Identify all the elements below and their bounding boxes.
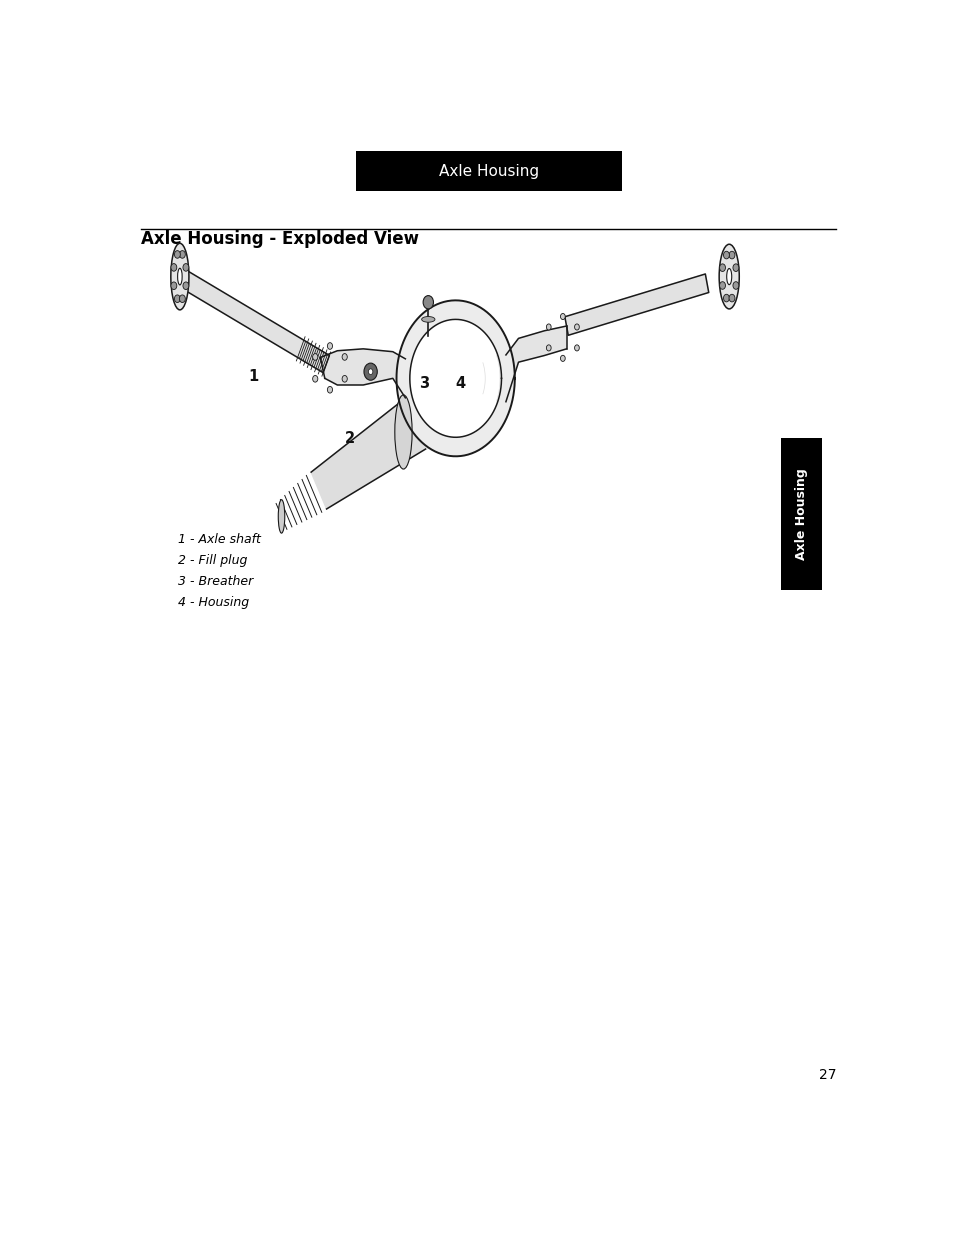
Polygon shape bbox=[311, 399, 425, 509]
Circle shape bbox=[342, 375, 347, 382]
Circle shape bbox=[728, 294, 734, 301]
Polygon shape bbox=[396, 300, 515, 456]
Circle shape bbox=[722, 294, 729, 301]
Circle shape bbox=[179, 251, 185, 258]
Polygon shape bbox=[320, 348, 405, 398]
Polygon shape bbox=[410, 320, 501, 437]
Bar bbox=[781, 438, 821, 590]
Circle shape bbox=[313, 353, 317, 361]
Circle shape bbox=[174, 295, 180, 303]
Text: 1 - Axle shaft: 1 - Axle shaft bbox=[178, 534, 261, 546]
Circle shape bbox=[560, 356, 564, 362]
Circle shape bbox=[732, 282, 738, 289]
Circle shape bbox=[327, 387, 333, 393]
Text: 1: 1 bbox=[249, 369, 258, 384]
Circle shape bbox=[368, 369, 373, 374]
Ellipse shape bbox=[177, 268, 182, 285]
Text: 27: 27 bbox=[818, 1068, 836, 1082]
Circle shape bbox=[546, 345, 551, 351]
Ellipse shape bbox=[719, 245, 739, 309]
Ellipse shape bbox=[395, 395, 412, 469]
Ellipse shape bbox=[726, 268, 731, 284]
Circle shape bbox=[728, 251, 734, 259]
Polygon shape bbox=[564, 274, 708, 335]
Circle shape bbox=[171, 263, 176, 272]
Circle shape bbox=[174, 251, 180, 258]
Text: 2: 2 bbox=[344, 431, 355, 446]
Circle shape bbox=[327, 342, 333, 350]
Circle shape bbox=[364, 363, 376, 380]
Ellipse shape bbox=[171, 243, 189, 310]
Circle shape bbox=[574, 324, 578, 330]
Circle shape bbox=[560, 314, 564, 320]
Circle shape bbox=[171, 282, 176, 289]
Ellipse shape bbox=[278, 500, 285, 534]
Polygon shape bbox=[404, 399, 486, 450]
Text: 3: 3 bbox=[418, 375, 428, 390]
Text: 4 - Housing: 4 - Housing bbox=[178, 597, 250, 609]
Text: Axle Housing: Axle Housing bbox=[794, 468, 807, 561]
Circle shape bbox=[183, 282, 189, 289]
Circle shape bbox=[732, 264, 738, 272]
Circle shape bbox=[183, 263, 189, 272]
Ellipse shape bbox=[421, 316, 435, 322]
Text: Axle Housing - Exploded View: Axle Housing - Exploded View bbox=[141, 230, 419, 247]
Circle shape bbox=[574, 345, 578, 351]
Text: 3 - Breather: 3 - Breather bbox=[178, 576, 253, 588]
Text: Axle Housing: Axle Housing bbox=[438, 163, 538, 179]
Circle shape bbox=[313, 375, 317, 382]
Circle shape bbox=[722, 251, 729, 259]
Text: 4: 4 bbox=[456, 375, 465, 390]
Polygon shape bbox=[505, 326, 566, 401]
Circle shape bbox=[179, 295, 185, 303]
Circle shape bbox=[423, 295, 433, 309]
Circle shape bbox=[546, 324, 551, 330]
Circle shape bbox=[719, 282, 724, 289]
Bar bbox=[355, 151, 621, 191]
Polygon shape bbox=[181, 270, 329, 373]
Circle shape bbox=[342, 353, 347, 361]
Circle shape bbox=[719, 264, 724, 272]
Text: 2 - Fill plug: 2 - Fill plug bbox=[178, 555, 248, 567]
